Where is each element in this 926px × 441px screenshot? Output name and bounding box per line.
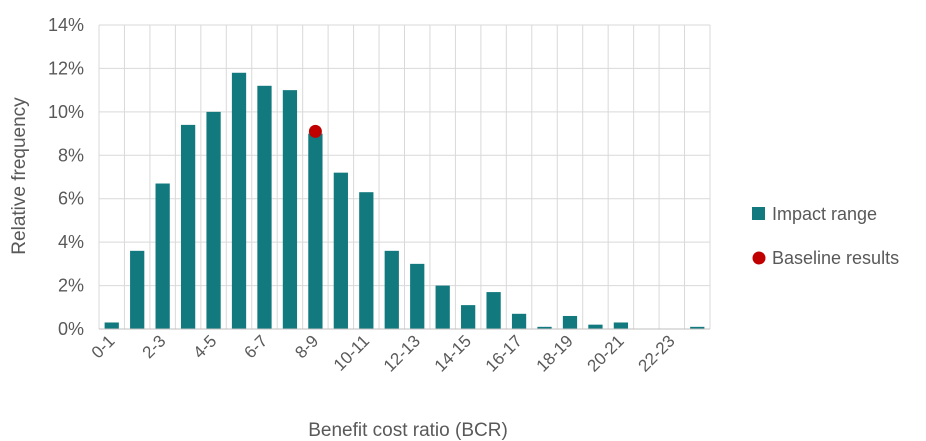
y-tick-label: 2% xyxy=(58,276,84,296)
bar-23-24 xyxy=(690,326,705,329)
bar-9-10 xyxy=(333,172,348,329)
y-tick-label: 0% xyxy=(58,319,84,339)
x-tick-label: 20-21 xyxy=(584,331,628,375)
legend-label-impact-range: Impact range xyxy=(772,204,877,224)
x-tick-label: 8-9 xyxy=(291,331,322,362)
y-axis-label: Relative frequency xyxy=(9,97,30,255)
bar-18-19 xyxy=(562,315,578,329)
bar-15-16 xyxy=(486,292,501,329)
bar-17-18 xyxy=(537,326,552,329)
legend-label-baseline-results: Baseline results xyxy=(772,248,899,268)
x-tick-label: 12-13 xyxy=(380,331,424,375)
x-tick-label: 14-15 xyxy=(431,331,475,375)
bar-13-14 xyxy=(435,285,450,329)
gridlines xyxy=(98,24,711,329)
x-tick-label: 16-17 xyxy=(482,331,526,375)
bar-2-3 xyxy=(155,183,170,329)
x-tick-label: 6-7 xyxy=(240,331,271,362)
bar-20-21 xyxy=(613,322,629,329)
legend-swatch-impact-range xyxy=(752,207,765,220)
bar-4-5 xyxy=(206,111,221,329)
bar-10-11 xyxy=(359,192,374,329)
bar-16-17 xyxy=(511,313,527,329)
bar-0-1 xyxy=(104,322,119,329)
bar-6-7 xyxy=(257,85,272,329)
x-tick-label: 4-5 xyxy=(190,331,221,362)
points-group xyxy=(308,124,322,138)
bar-1-2 xyxy=(130,250,145,329)
x-tick-labels: 0-1 2-3 4-5 6-7 8-9 10-11 12-13 14-15 16-17 18-19… xyxy=(88,331,679,375)
bars-group xyxy=(104,72,705,330)
legend: Impact range Baseline results xyxy=(752,204,899,268)
x-tick-label: 10-11 xyxy=(330,331,373,374)
bar-11-12 xyxy=(384,250,399,329)
x-axis-label: Benefit cost ratio (BCR) xyxy=(308,420,508,441)
y-tick-label: 10% xyxy=(48,102,84,122)
bar-14-15 xyxy=(461,305,476,329)
bar-12-13 xyxy=(410,263,425,329)
y-tick-labels: 0% 2% 4% 6% 8% 10% 12% 14% xyxy=(48,15,84,339)
x-tick-label: 0-1 xyxy=(88,331,119,362)
baseline-result-point xyxy=(308,124,322,138)
y-tick-label: 8% xyxy=(58,145,84,165)
x-tick-label: 2-3 xyxy=(139,331,170,362)
bar-5-6 xyxy=(231,72,247,330)
bar-7-8 xyxy=(282,90,298,330)
y-tick-label: 14% xyxy=(48,15,84,35)
bar-3-4 xyxy=(180,124,196,329)
x-tick-label: 22-23 xyxy=(634,331,678,375)
y-tick-label: 4% xyxy=(58,232,84,252)
bar-19-20 xyxy=(588,324,603,329)
x-tick-label: 18-19 xyxy=(533,331,577,375)
bar-8-9 xyxy=(308,133,323,329)
y-tick-label: 12% xyxy=(48,58,84,78)
y-tick-label: 6% xyxy=(58,189,84,209)
legend-marker-baseline-results xyxy=(752,251,766,265)
